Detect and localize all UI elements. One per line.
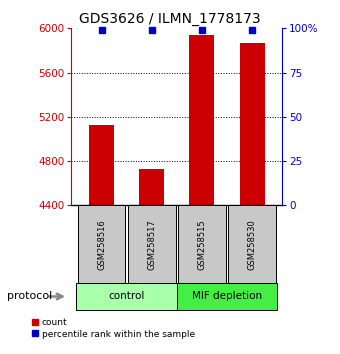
Bar bbox=[189, 35, 215, 205]
Bar bbox=[177, 283, 277, 310]
Bar bbox=[178, 205, 226, 283]
Text: GSM258530: GSM258530 bbox=[248, 219, 257, 270]
Bar bbox=[89, 125, 114, 205]
Bar bbox=[240, 43, 265, 205]
Text: GSM258517: GSM258517 bbox=[147, 219, 156, 270]
Text: GSM258515: GSM258515 bbox=[198, 219, 206, 270]
Text: GDS3626 / ILMN_1778173: GDS3626 / ILMN_1778173 bbox=[79, 12, 261, 27]
Bar bbox=[76, 283, 177, 310]
Bar bbox=[139, 169, 164, 205]
Legend: count, percentile rank within the sample: count, percentile rank within the sample bbox=[32, 318, 195, 338]
Text: control: control bbox=[108, 291, 145, 302]
Text: protocol: protocol bbox=[7, 291, 52, 302]
Bar bbox=[78, 205, 125, 283]
Bar bbox=[228, 205, 276, 283]
Text: MIF depletion: MIF depletion bbox=[192, 291, 262, 302]
Bar bbox=[128, 205, 175, 283]
Text: GSM258516: GSM258516 bbox=[97, 219, 106, 270]
